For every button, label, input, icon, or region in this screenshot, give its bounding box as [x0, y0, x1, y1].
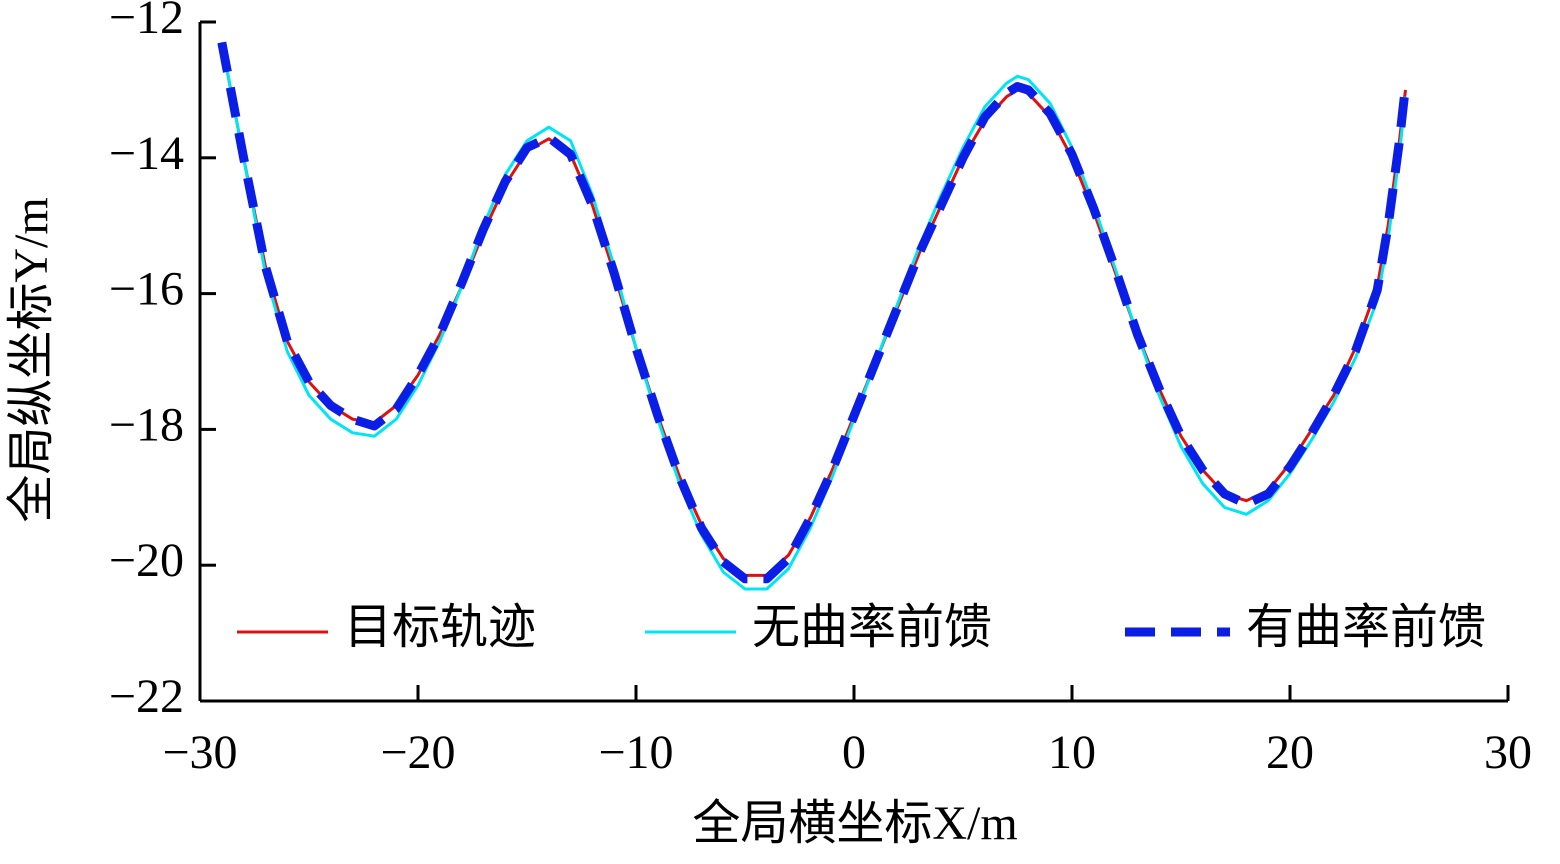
legend-label: 无曲率前馈: [752, 601, 992, 654]
x-tick-label: 0: [842, 726, 866, 779]
y-tick-label: −20: [109, 534, 184, 587]
x-tick-label: −10: [598, 726, 673, 779]
x-tick-label: 20: [1266, 726, 1314, 779]
x-axis-title: 全局横坐标X/m: [692, 797, 1017, 850]
x-tick-label: 10: [1048, 726, 1096, 779]
legend-label: 目标轨迹: [344, 601, 536, 654]
x-tick-label: −20: [380, 726, 455, 779]
y-tick-label: −18: [109, 398, 184, 451]
y-axis-title: 全局纵坐标Y/m: [5, 197, 58, 522]
legend-label: 有曲率前馈: [1246, 601, 1486, 654]
x-tick-label: −30: [162, 726, 237, 779]
x-tick-label: 30: [1484, 726, 1532, 779]
series-line: [217, 41, 1410, 584]
y-tick-label: −14: [109, 127, 184, 180]
y-tick-label: −22: [109, 670, 184, 723]
y-tick-label: −16: [109, 263, 184, 316]
y-tick-label: −12: [109, 0, 184, 44]
